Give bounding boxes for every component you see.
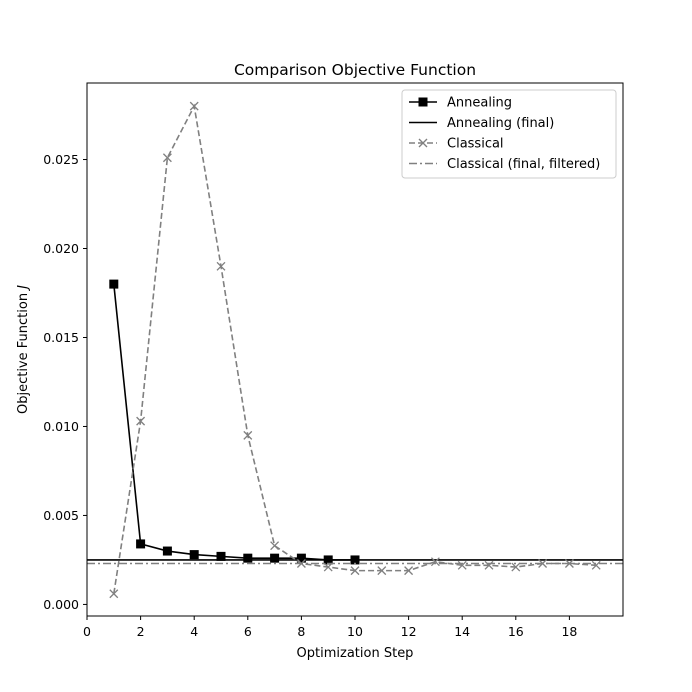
series-3-point-stroke-b bbox=[162, 153, 172, 163]
y-axis-label-text: Objective Function bbox=[16, 289, 31, 414]
series-3-point-stroke-b bbox=[404, 566, 414, 576]
y-tick-label: 0.005 bbox=[43, 508, 79, 523]
series-3-point-stroke-b bbox=[484, 560, 494, 570]
x-tick-label: 8 bbox=[297, 624, 305, 639]
series-1-point bbox=[109, 279, 119, 289]
legend-marker-1 bbox=[418, 97, 428, 107]
x-tick-label: 12 bbox=[401, 624, 417, 639]
data-layer bbox=[87, 101, 623, 599]
series-3-point bbox=[404, 566, 414, 576]
series-3-point-stroke-b bbox=[136, 416, 146, 426]
x-tick-label: 6 bbox=[244, 624, 252, 639]
series-1-point bbox=[270, 553, 280, 563]
series-3-point bbox=[216, 261, 226, 271]
series-3-point-stroke-b bbox=[350, 566, 360, 576]
series-3-point bbox=[430, 557, 440, 567]
x-tick-label: 18 bbox=[561, 624, 577, 639]
series-3-point-stroke-b bbox=[430, 557, 440, 567]
x-tick-label: 10 bbox=[347, 624, 363, 639]
series-1-point bbox=[243, 553, 253, 563]
y-tick-label: 0.020 bbox=[43, 241, 79, 256]
legend: Annealing Annealing (final) Classical Class… bbox=[401, 89, 617, 179]
series-3-point-stroke-b bbox=[270, 541, 280, 551]
series-1-point bbox=[189, 550, 199, 560]
legend-label-4: Classical (final, filtered) bbox=[447, 157, 600, 172]
series-1-line bbox=[113, 284, 355, 561]
legend-label-1: Annealing bbox=[447, 96, 512, 111]
x-tick-label: 16 bbox=[508, 624, 524, 639]
series-3-point bbox=[457, 560, 467, 570]
series-3-point bbox=[511, 562, 521, 572]
legend-box bbox=[401, 89, 617, 179]
legend-label-2: Annealing (final) bbox=[447, 116, 554, 131]
legend-marker-3 bbox=[418, 138, 428, 148]
y-axis-label: Objective Function J bbox=[16, 285, 31, 414]
series-3-point bbox=[162, 153, 172, 163]
x-tick-label: 4 bbox=[190, 624, 198, 639]
series-3-point bbox=[350, 566, 360, 576]
series-1-point bbox=[136, 539, 146, 549]
series-3-line bbox=[113, 103, 597, 594]
series-3-point bbox=[591, 560, 601, 570]
series-3-point bbox=[189, 101, 199, 111]
series-3-point-stroke-b bbox=[377, 566, 387, 576]
legend-marker-3-stroke-b bbox=[418, 138, 428, 148]
series-1-point bbox=[162, 546, 172, 556]
y-tick-label: 0.000 bbox=[43, 597, 79, 612]
series-3-point bbox=[270, 541, 280, 551]
series-3-point-stroke-b bbox=[243, 430, 253, 440]
series-3-point bbox=[109, 589, 119, 599]
y-tick-label: 0.015 bbox=[43, 330, 79, 345]
series-3-point-stroke-b bbox=[216, 261, 226, 271]
series-3-point-stroke-b bbox=[591, 560, 601, 570]
plot-area: 0 2 4 6 8 10 12 14 16 18 0.000 0.005 0.010 0.015 0.020… bbox=[43, 82, 624, 639]
y-tick-label: 0.010 bbox=[43, 419, 79, 434]
series-3-point-stroke-b bbox=[511, 562, 521, 572]
x-tick-label: 0 bbox=[83, 624, 91, 639]
series-3-point bbox=[484, 560, 494, 570]
legend-label-3: Classical bbox=[447, 137, 504, 152]
series-3-point-stroke-b bbox=[457, 560, 467, 570]
series-3-point bbox=[377, 566, 387, 576]
series-3-point bbox=[243, 430, 253, 440]
series-3-point-stroke-b bbox=[189, 101, 199, 111]
x-tick-label: 14 bbox=[454, 624, 470, 639]
series-3-point bbox=[136, 416, 146, 426]
series-3-point-stroke-b bbox=[109, 589, 119, 599]
series-3-point bbox=[323, 562, 333, 572]
y-tick-label: 0.025 bbox=[43, 152, 79, 167]
x-tick-label: 2 bbox=[137, 624, 145, 639]
series-1-point bbox=[296, 553, 306, 563]
series-3-point-stroke-b bbox=[323, 562, 333, 572]
x-axis-label: Optimization Step bbox=[297, 646, 414, 661]
chart-title: Comparison Objective Function bbox=[234, 61, 476, 79]
y-axis-label-symbol: J bbox=[16, 285, 31, 292]
